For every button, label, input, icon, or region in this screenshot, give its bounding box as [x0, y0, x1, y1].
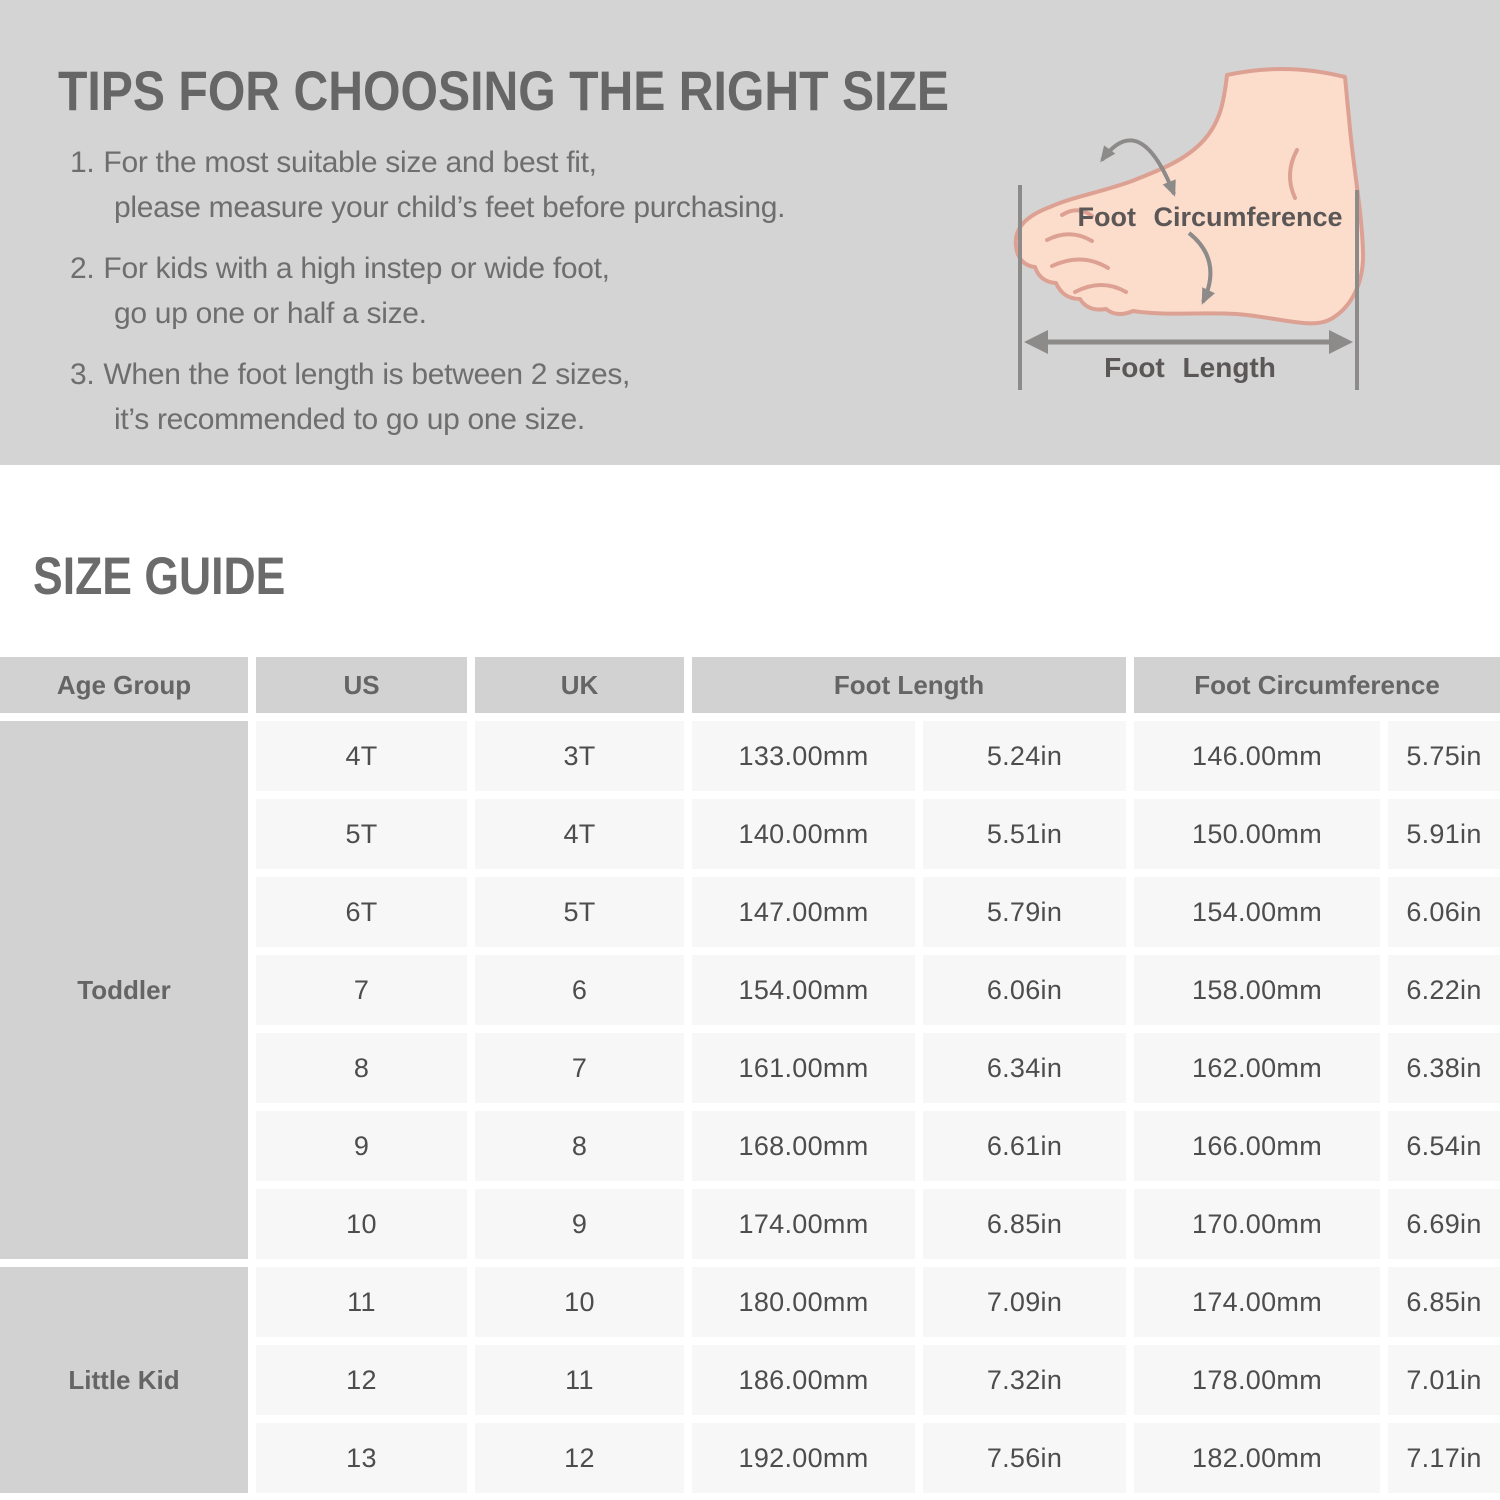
- size-cell: 154.00mm: [1134, 877, 1380, 947]
- size-cell: 6.85in: [923, 1189, 1126, 1259]
- size-cell: 12: [475, 1423, 684, 1493]
- size-cell: 6.85in: [1388, 1267, 1500, 1337]
- size-cell: 6.38in: [1388, 1033, 1500, 1103]
- size-cell: 4T: [475, 799, 684, 869]
- size-cell: 4T: [256, 721, 467, 791]
- tip-text-continued: please measure your child’s feet before …: [114, 191, 786, 224]
- foot-circumference-label: Foot Circumference: [1077, 202, 1343, 232]
- size-cell: 12: [256, 1345, 467, 1415]
- tip-text-continued: go up one or half a size.: [114, 297, 427, 330]
- tip-item-1: 1. For the most suitable size and best fi…: [70, 140, 950, 230]
- size-cell: 5.24in: [923, 721, 1126, 791]
- size-cell: 180.00mm: [692, 1267, 915, 1337]
- tip-text: For kids with a high instep or wide foot…: [103, 252, 610, 285]
- size-cell: 154.00mm: [692, 955, 915, 1025]
- tip-text: For the most suitable size and best fit,: [103, 146, 597, 179]
- tip-item-2: 2. For kids with a high instep or wide fo…: [70, 246, 950, 336]
- size-cell: 5.51in: [923, 799, 1126, 869]
- size-cell: 6.69in: [1388, 1189, 1500, 1259]
- foot-length-label: Foot Length: [1104, 352, 1276, 383]
- tip-item-3: 3. When the foot length is between 2 size…: [70, 352, 950, 442]
- size-cell: 8: [256, 1033, 467, 1103]
- size-cell: 161.00mm: [692, 1033, 915, 1103]
- size-cell: 6.06in: [1388, 877, 1500, 947]
- size-cell: 168.00mm: [692, 1111, 915, 1181]
- size-cell: 7: [256, 955, 467, 1025]
- toe-crease-lines: [1045, 208, 1128, 294]
- size-cell: 5.91in: [1388, 799, 1500, 869]
- header-age-group: Age Group: [0, 657, 248, 713]
- size-cell: 11: [475, 1345, 684, 1415]
- size-cell: 162.00mm: [1134, 1033, 1380, 1103]
- tip-number: 1.: [70, 146, 95, 179]
- size-cell: 5.75in: [1388, 721, 1500, 791]
- size-cell: 6.54in: [1388, 1111, 1500, 1181]
- size-cell: 10: [475, 1267, 684, 1337]
- circumference-arrow-top: [1100, 138, 1176, 197]
- size-cell: 166.00mm: [1134, 1111, 1380, 1181]
- age-group-cell: Little Kid: [0, 1267, 248, 1493]
- size-cell: 10: [256, 1189, 467, 1259]
- size-cell: 6.22in: [1388, 955, 1500, 1025]
- size-cell: 7: [475, 1033, 684, 1103]
- length-arrow: [1024, 330, 1353, 354]
- tips-panel: TIPS FOR CHOOSING THE RIGHT SIZE 1. For t…: [0, 0, 1500, 465]
- size-cell: 9: [256, 1111, 467, 1181]
- size-cell: 146.00mm: [1134, 721, 1380, 791]
- size-cell: 13: [256, 1423, 467, 1493]
- size-cell: 6.06in: [923, 955, 1126, 1025]
- tips-title: TIPS FOR CHOOSING THE RIGHT SIZE: [58, 59, 950, 122]
- size-cell: 6: [475, 955, 684, 1025]
- size-cell: 5T: [475, 877, 684, 947]
- foot-illustration: [1013, 66, 1366, 390]
- size-cell: 150.00mm: [1134, 799, 1380, 869]
- size-table: Age Group US UK Foot Length Foot Circumf…: [0, 657, 1500, 1493]
- size-cell: 7.32in: [923, 1345, 1126, 1415]
- tip-line: 3. When the foot length is between 2 size…: [70, 352, 950, 397]
- size-cell: 5.79in: [923, 877, 1126, 947]
- tip-line: 1. For the most suitable size and best fi…: [70, 140, 950, 185]
- size-cell: 7.01in: [1388, 1345, 1500, 1415]
- tips-list: 1. For the most suitable size and best fi…: [70, 140, 950, 458]
- header-foot-circumference: Foot Circumference: [1134, 657, 1500, 713]
- ankle-line: [1288, 148, 1299, 200]
- header-foot-length: Foot Length: [692, 657, 1126, 713]
- size-cell: 158.00mm: [1134, 955, 1380, 1025]
- size-cell: 6.34in: [923, 1033, 1126, 1103]
- size-cell: 8: [475, 1111, 684, 1181]
- size-guide-title: SIZE GUIDE: [33, 547, 286, 606]
- size-cell: 182.00mm: [1134, 1423, 1380, 1493]
- tip-text: When the foot length is between 2 sizes,: [103, 358, 631, 391]
- size-cell: 147.00mm: [692, 877, 915, 947]
- tip-text-continued: it’s recommended to go up one size.: [114, 403, 585, 436]
- foot-figure: Foot Circumference Foot Length: [990, 50, 1420, 420]
- size-cell: 11: [256, 1267, 467, 1337]
- circumference-arrow-bottom: [1187, 231, 1215, 305]
- size-cell: 6T: [256, 877, 467, 947]
- age-group-cell: Toddler: [0, 721, 248, 1259]
- size-cell: 174.00mm: [1134, 1267, 1380, 1337]
- header-us: US: [256, 657, 467, 713]
- size-cell: 186.00mm: [692, 1345, 915, 1415]
- size-cell: 140.00mm: [692, 799, 915, 869]
- size-cell: 170.00mm: [1134, 1189, 1380, 1259]
- size-cell: 7.09in: [923, 1267, 1126, 1337]
- size-cell: 192.00mm: [692, 1423, 915, 1493]
- size-cell: 7.17in: [1388, 1423, 1500, 1493]
- size-cell: 3T: [475, 721, 684, 791]
- size-cell: 6.61in: [923, 1111, 1126, 1181]
- size-cell: 9: [475, 1189, 684, 1259]
- tip-line: 2. For kids with a high instep or wide fo…: [70, 246, 950, 291]
- foot-outline-path: [1013, 66, 1366, 326]
- size-cell: 133.00mm: [692, 721, 915, 791]
- size-cell: 174.00mm: [692, 1189, 915, 1259]
- size-cell: 7.56in: [923, 1423, 1126, 1493]
- size-cell: 5T: [256, 799, 467, 869]
- size-cell: 178.00mm: [1134, 1345, 1380, 1415]
- header-uk: UK: [475, 657, 684, 713]
- tip-number: 3.: [70, 358, 95, 391]
- tip-number: 2.: [70, 252, 95, 285]
